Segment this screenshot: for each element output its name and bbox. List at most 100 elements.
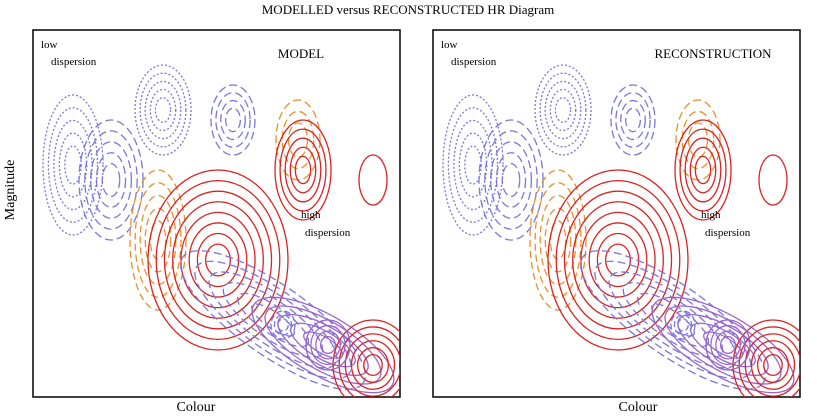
- contour: [677, 313, 769, 377]
- contour: [458, 132, 488, 198]
- contour: [555, 179, 681, 341]
- contour: [315, 330, 341, 360]
- contour: [251, 303, 295, 337]
- contour: [744, 333, 800, 397]
- contour: [501, 162, 521, 198]
- contour: [180, 250, 366, 390]
- contour: [705, 319, 751, 371]
- annotation: dispersion: [451, 56, 497, 68]
- contour: [172, 201, 264, 319]
- contour: [188, 222, 248, 298]
- contour: [270, 310, 296, 340]
- contour: [738, 326, 800, 397]
- contour: [464, 145, 482, 185]
- contour: [134, 64, 192, 156]
- x-axis-label: Colour: [619, 400, 658, 415]
- contour: [149, 220, 167, 260]
- contour: [442, 94, 504, 236]
- contour: [95, 152, 127, 208]
- contour: [715, 330, 741, 360]
- contour: [763, 353, 783, 377]
- contour: [144, 207, 172, 273]
- contour: [58, 132, 88, 198]
- contour: [155, 179, 281, 341]
- contour: [580, 250, 766, 390]
- contour: [681, 110, 715, 170]
- panel-label: RECONSTRUCTION: [654, 46, 772, 61]
- contour: [610, 84, 656, 156]
- contour: [563, 190, 673, 330]
- contour: [539, 72, 587, 148]
- contour: [84, 130, 138, 230]
- annotation: low: [41, 39, 58, 51]
- contour: [101, 162, 121, 198]
- contour: [447, 107, 499, 223]
- contour: [758, 154, 788, 206]
- figure-title: MODELLED versus RECONSTRUCTED HR Diagram: [262, 2, 554, 17]
- contour: [149, 88, 177, 132]
- contour: [620, 99, 646, 141]
- contour: [625, 107, 641, 133]
- contour: [677, 318, 689, 332]
- contour: [756, 347, 790, 383]
- contour: [547, 169, 689, 351]
- panels: MODEL low dispersion high dispersion Colour RE…: [32, 29, 801, 415]
- contour: [544, 80, 582, 140]
- contour: [284, 137, 322, 203]
- contour: [651, 303, 695, 337]
- contour: [549, 88, 577, 132]
- x-axis-label: Colour: [177, 400, 216, 415]
- contour: [615, 92, 651, 148]
- contour: [544, 207, 572, 273]
- contour: [596, 232, 640, 288]
- panel-label: MODEL: [278, 46, 324, 61]
- contour: [220, 99, 246, 141]
- contour: [281, 110, 315, 170]
- annotation: dispersion: [51, 56, 97, 68]
- annotation: low: [441, 39, 458, 51]
- contour: [664, 305, 782, 385]
- y-axis-label: Magnitude: [3, 160, 18, 221]
- contour: [484, 130, 538, 230]
- contour: [289, 146, 317, 194]
- contour: [163, 190, 273, 330]
- contour: [310, 324, 346, 366]
- contour: [684, 137, 722, 203]
- contour: [196, 232, 240, 288]
- contour: [147, 169, 289, 351]
- contour: [134, 182, 182, 298]
- contour: [750, 340, 796, 390]
- contour: [554, 97, 572, 123]
- annotation: high: [301, 209, 321, 221]
- panel-frame: [432, 29, 801, 398]
- contour: [338, 326, 400, 397]
- annotation: dispersion: [305, 227, 351, 239]
- contour: [670, 310, 696, 340]
- contours: [442, 64, 800, 397]
- contour: [689, 146, 717, 194]
- contour: [273, 314, 293, 336]
- contour: [332, 319, 400, 397]
- contour: [277, 318, 289, 332]
- contour: [305, 319, 351, 371]
- contour: [89, 141, 133, 219]
- contour: [710, 324, 746, 366]
- contour: [287, 122, 309, 158]
- contour: [687, 122, 709, 158]
- panel: RECONSTRUCTION low dispersion high dispersio…: [432, 29, 801, 415]
- contour: [194, 260, 352, 380]
- panel: MODEL low dispersion high dispersion Colour: [32, 29, 401, 415]
- contour: [679, 128, 727, 212]
- contour: [264, 305, 382, 385]
- contour: [251, 296, 395, 394]
- contour: [673, 314, 693, 336]
- contour: [549, 220, 567, 260]
- contour: [180, 211, 256, 309]
- contour: [720, 336, 736, 354]
- contour: [489, 141, 533, 219]
- contour: [277, 313, 369, 377]
- contour: [604, 243, 632, 277]
- contour: [139, 72, 187, 148]
